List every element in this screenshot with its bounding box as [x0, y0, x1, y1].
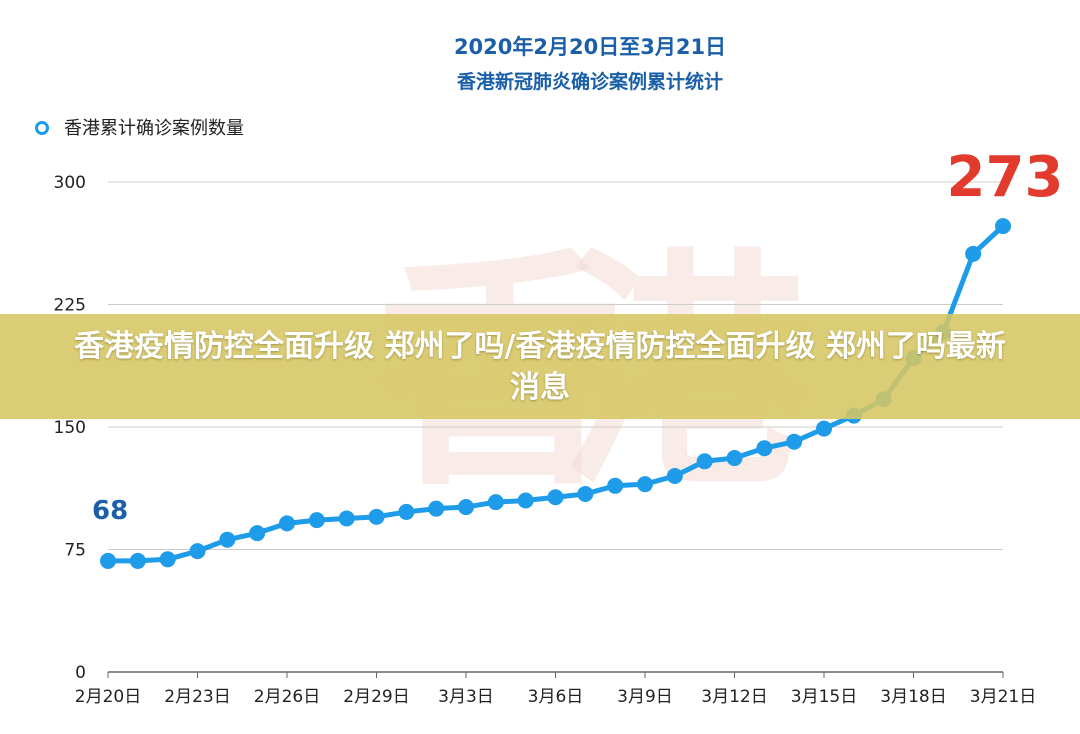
x-tick-label: 3月15日: [791, 687, 857, 707]
data-point: [517, 492, 534, 509]
data-point: [666, 468, 683, 484]
data-point: [159, 551, 176, 568]
data-point: [458, 499, 474, 516]
x-tick-label: 2月20日: [75, 687, 141, 707]
x-tick-label: 3月6日: [528, 687, 584, 707]
y-axis: 0 75 150 225 300: [54, 173, 86, 683]
data-point: [995, 218, 1011, 235]
x-axis: 2月20日 2月23日 2月26日 2月29日 3月3日 3月6日 3月9日 3月12日 3月1…: [75, 672, 1036, 707]
y-tick-label: 225: [54, 296, 86, 316]
end-value-label: 273: [947, 145, 1064, 210]
x-tick-label: 3月18日: [880, 687, 946, 707]
data-point: [547, 489, 564, 506]
data-point: [219, 531, 236, 548]
x-tick-label: 2月23日: [164, 687, 230, 707]
legend-marker: [35, 121, 49, 135]
data-point: [607, 477, 624, 494]
data-point: [726, 450, 743, 467]
legend-label: 香港累计确诊案例数量: [64, 118, 244, 139]
x-tick-label: 3月9日: [617, 687, 673, 707]
data-point: [100, 552, 116, 569]
chart-title: 2020年2月20日至3月21日: [454, 35, 726, 59]
data-point: [308, 512, 325, 529]
data-point: [279, 515, 295, 532]
data-point: [129, 552, 146, 569]
x-tick-label: 2月29日: [343, 687, 409, 707]
y-tick-label: 75: [64, 541, 86, 561]
data-point: [756, 440, 773, 457]
data-point: [398, 503, 415, 520]
data-point: [368, 508, 385, 525]
grid: [108, 181, 1003, 673]
data-point: [249, 525, 266, 542]
data-point: [577, 485, 594, 502]
y-tick-label: 0: [75, 663, 86, 683]
annotations: 68 273: [92, 145, 1063, 526]
data-point: [338, 510, 355, 527]
start-value-label: 68: [92, 496, 128, 526]
y-tick-label: 150: [54, 418, 86, 438]
data-point: [696, 453, 713, 470]
data-point: [637, 476, 653, 493]
data-point: [965, 245, 982, 262]
data-point: [189, 543, 206, 560]
x-tick-label: 2月26日: [254, 687, 320, 707]
headline-banner: 香港疫情防控全面升级 郑州了吗/香港疫情防控全面升级 郑州了吗最新消息: [0, 314, 1080, 419]
x-tick-label: 3月12日: [701, 687, 767, 707]
x-tick-label: 3月3日: [438, 687, 494, 707]
data-point: [487, 494, 504, 511]
legend: 香港累计确诊案例数量: [35, 118, 244, 139]
data-point: [786, 433, 803, 450]
data-point: [428, 500, 445, 517]
x-tick-label: 3月21日: [970, 687, 1036, 707]
data-point: [816, 420, 832, 437]
y-tick-label: 300: [54, 173, 86, 193]
headline-text: 香港疫情防控全面升级 郑州了吗/香港疫情防控全面升级 郑州了吗最新消息: [74, 328, 1006, 405]
chart-subtitle: 香港新冠肺炎确诊案例累计统计: [456, 70, 723, 93]
